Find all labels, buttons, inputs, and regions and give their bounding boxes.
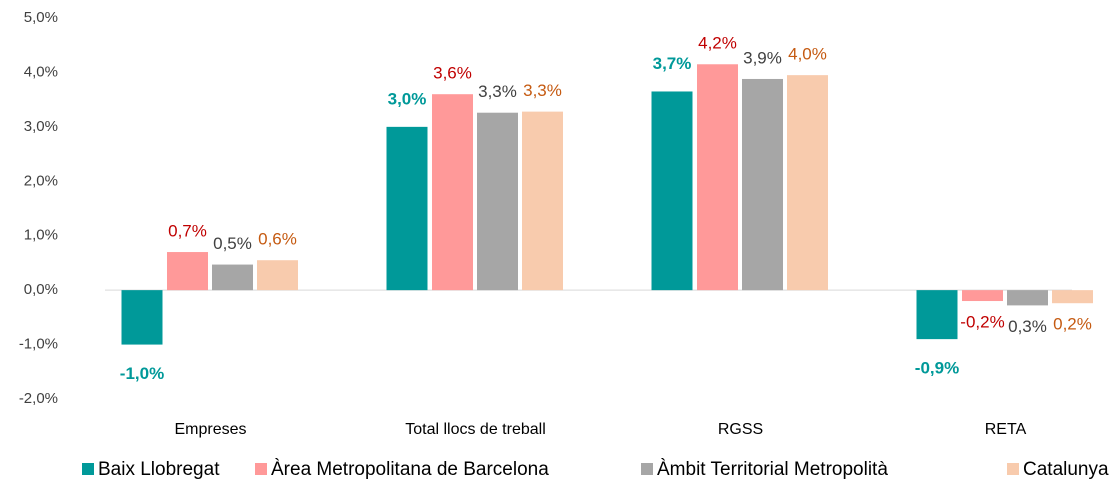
x-tick-label: Empreses <box>174 421 246 438</box>
y-tick-label: 4,0% <box>24 63 58 80</box>
y-tick-label: -1,0% <box>19 336 58 353</box>
bar <box>121 290 163 345</box>
value-label: 3,7% <box>653 54 692 73</box>
legend-swatch <box>82 463 94 475</box>
legend-swatch <box>255 463 267 475</box>
legend-swatch <box>641 463 653 475</box>
value-label: -0,2% <box>960 313 1004 332</box>
value-label: -0,9% <box>915 359 959 378</box>
bar <box>432 94 473 291</box>
value-label: 4,0% <box>788 45 827 64</box>
value-label: -1,0% <box>120 364 164 383</box>
value-label: 0,3% <box>1008 317 1047 336</box>
bar <box>916 290 958 340</box>
y-tick-label: -2,0% <box>19 390 58 407</box>
x-tick-label: Total llocs de treball <box>405 421 546 438</box>
bar <box>1007 290 1048 306</box>
value-label: 0,5% <box>213 234 252 253</box>
value-label: 0,6% <box>258 230 297 249</box>
bar <box>477 112 518 291</box>
value-label: 0,2% <box>1053 315 1092 334</box>
y-tick-label: 5,0% <box>24 9 58 26</box>
legend-label: Àmbit Territorial Metropolità <box>657 459 888 480</box>
y-tick-label: 1,0% <box>24 227 58 244</box>
value-label: 3,3% <box>523 81 562 100</box>
bar <box>167 252 208 291</box>
bar <box>787 75 828 291</box>
legend-label: Àrea Metropolitana de Barcelona <box>271 459 549 480</box>
x-tick-label: RETA <box>985 421 1027 438</box>
value-label: 4,2% <box>698 34 737 53</box>
bar <box>697 64 738 291</box>
bar <box>742 78 783 291</box>
value-label: 3,9% <box>743 48 782 67</box>
y-tick-label: 2,0% <box>24 172 58 189</box>
value-label: 3,0% <box>388 89 427 108</box>
x-tick-label: RGSS <box>718 421 763 438</box>
legend-label: Baix Llobregat <box>98 459 220 480</box>
value-label: 3,6% <box>433 64 472 83</box>
bar <box>386 126 428 291</box>
value-label: 0,7% <box>168 222 207 241</box>
y-tick-label: 3,0% <box>24 118 58 135</box>
bar <box>962 290 1003 302</box>
bar <box>1052 290 1093 304</box>
y-tick-label: 0,0% <box>24 281 58 298</box>
bar <box>257 260 298 291</box>
legend-swatch <box>1007 463 1019 475</box>
legend-label: Catalunya <box>1023 459 1109 480</box>
bar <box>651 91 693 291</box>
bar <box>522 111 563 291</box>
bar <box>212 264 253 291</box>
value-label: 3,3% <box>478 82 517 101</box>
